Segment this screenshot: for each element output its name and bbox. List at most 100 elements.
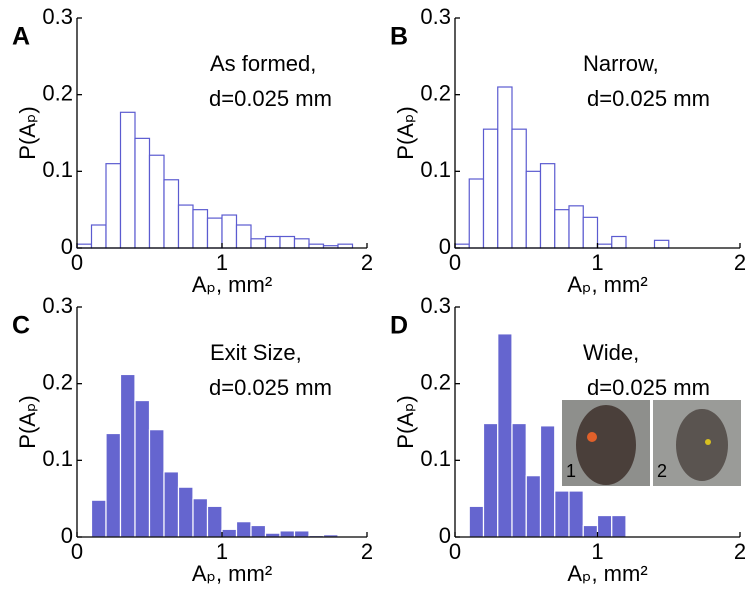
- bar: [192, 498, 209, 538]
- x-axis-label: Aₚ, mm²: [192, 272, 272, 297]
- x-tick-label: 2: [734, 250, 746, 275]
- bar: [177, 204, 194, 249]
- annotation: d=0.025 mm: [587, 375, 710, 400]
- y-tick-label: 0.3: [42, 293, 73, 318]
- annotation: Wide,: [583, 340, 639, 365]
- inset-label: 2: [657, 461, 667, 481]
- bar: [235, 521, 252, 538]
- bar: [221, 528, 238, 538]
- bar: [497, 333, 513, 538]
- annotation: d=0.025 mm: [587, 86, 710, 111]
- bar: [568, 490, 584, 538]
- inset: [562, 400, 741, 486]
- bar: [163, 179, 180, 249]
- bar: [653, 239, 670, 249]
- bar: [148, 154, 165, 249]
- y-tick-label: 0: [439, 234, 451, 259]
- bar: [511, 128, 527, 249]
- bar: [105, 432, 122, 538]
- y-tick-label: 0.3: [42, 4, 73, 29]
- bar: [611, 235, 627, 249]
- inset-photo-detail: [587, 432, 597, 442]
- bar: [134, 137, 151, 249]
- bar: [611, 514, 627, 538]
- x-tick-label: 2: [361, 539, 373, 564]
- y-tick-label: 0.2: [420, 369, 451, 394]
- inset-photo-detail: [576, 405, 636, 485]
- y-tick-label: 0: [61, 234, 73, 259]
- bar: [468, 178, 485, 249]
- y-axis-label: P(Aₚ): [15, 106, 40, 159]
- x-tick-label: 2: [361, 250, 373, 275]
- bar: [119, 373, 136, 538]
- bar: [293, 530, 310, 538]
- bar: [206, 217, 223, 249]
- annotation: As formed,: [210, 51, 316, 76]
- y-tick-label: 0.1: [42, 446, 73, 471]
- bar: [148, 429, 165, 538]
- inset-photo-detail: [676, 409, 728, 481]
- bar: [206, 505, 223, 538]
- inset-label: 1: [566, 461, 576, 481]
- y-tick-label: 0.2: [42, 369, 73, 394]
- panel-letter: D: [390, 312, 408, 340]
- y-tick-label: 0.1: [420, 157, 451, 182]
- y-axis-label: P(Aₚ): [393, 106, 418, 159]
- panel-letter: B: [390, 23, 408, 51]
- y-tick-label: 0.2: [420, 80, 451, 105]
- bar: [596, 514, 613, 538]
- bar: [497, 86, 513, 249]
- bar: [468, 505, 485, 538]
- bar: [264, 235, 281, 249]
- panel-letter: C: [12, 312, 30, 340]
- x-tick-label: 1: [591, 250, 603, 275]
- x-axis-label: Aₚ, mm²: [567, 561, 647, 586]
- y-axis-label: P(Aₚ): [15, 395, 40, 448]
- x-tick-label: 0: [71, 250, 83, 275]
- x-tick-label: 1: [591, 539, 603, 564]
- bar: [482, 422, 499, 538]
- bar: [554, 490, 570, 538]
- bar: [177, 486, 194, 538]
- y-tick-label: 0: [61, 523, 73, 548]
- bar: [539, 163, 556, 249]
- y-tick-label: 0.2: [42, 80, 73, 105]
- x-tick-label: 1: [216, 250, 228, 275]
- annotation: Narrow,: [583, 51, 659, 76]
- bar: [511, 422, 527, 538]
- bar: [105, 163, 122, 249]
- bar: [582, 216, 599, 249]
- bar: [279, 530, 296, 538]
- bar: [163, 471, 180, 538]
- annotation: d=0.025 mm: [209, 86, 332, 111]
- bar: [235, 224, 252, 249]
- bar: [554, 209, 570, 249]
- annotation: Exit Size,: [210, 340, 302, 365]
- x-tick-label: 0: [449, 250, 461, 275]
- bar: [293, 238, 310, 249]
- y-tick-label: 0: [439, 523, 451, 548]
- inset-photo-detail: [705, 439, 711, 445]
- annotation: d=0.025 mm: [209, 375, 332, 400]
- bar: [90, 224, 107, 249]
- bar: [192, 209, 209, 249]
- bar: [221, 214, 238, 249]
- bar: [134, 399, 151, 538]
- bar: [279, 235, 296, 249]
- bar: [482, 128, 499, 249]
- bar: [250, 238, 267, 249]
- x-axis-label: Aₚ, mm²: [567, 272, 647, 297]
- panel-letter: A: [12, 23, 30, 51]
- x-axis-label: Aₚ, mm²: [192, 561, 272, 586]
- x-tick-label: 1: [216, 539, 228, 564]
- bar: [119, 111, 136, 249]
- x-tick-label: 2: [734, 539, 746, 564]
- bar: [568, 205, 584, 249]
- y-axis-label: P(Aₚ): [393, 395, 418, 448]
- bar: [250, 524, 267, 538]
- y-tick-label: 0.3: [420, 4, 451, 29]
- bar: [525, 170, 542, 249]
- y-tick-label: 0.1: [42, 157, 73, 182]
- x-tick-label: 0: [449, 539, 461, 564]
